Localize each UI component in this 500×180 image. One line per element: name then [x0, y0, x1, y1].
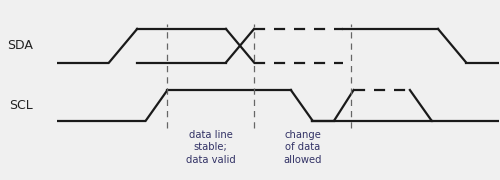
- Text: SCL: SCL: [10, 99, 34, 112]
- Text: change
of data
allowed: change of data allowed: [284, 130, 322, 165]
- Text: SDA: SDA: [8, 39, 34, 52]
- Text: data line
stable;
data valid: data line stable; data valid: [186, 130, 236, 165]
